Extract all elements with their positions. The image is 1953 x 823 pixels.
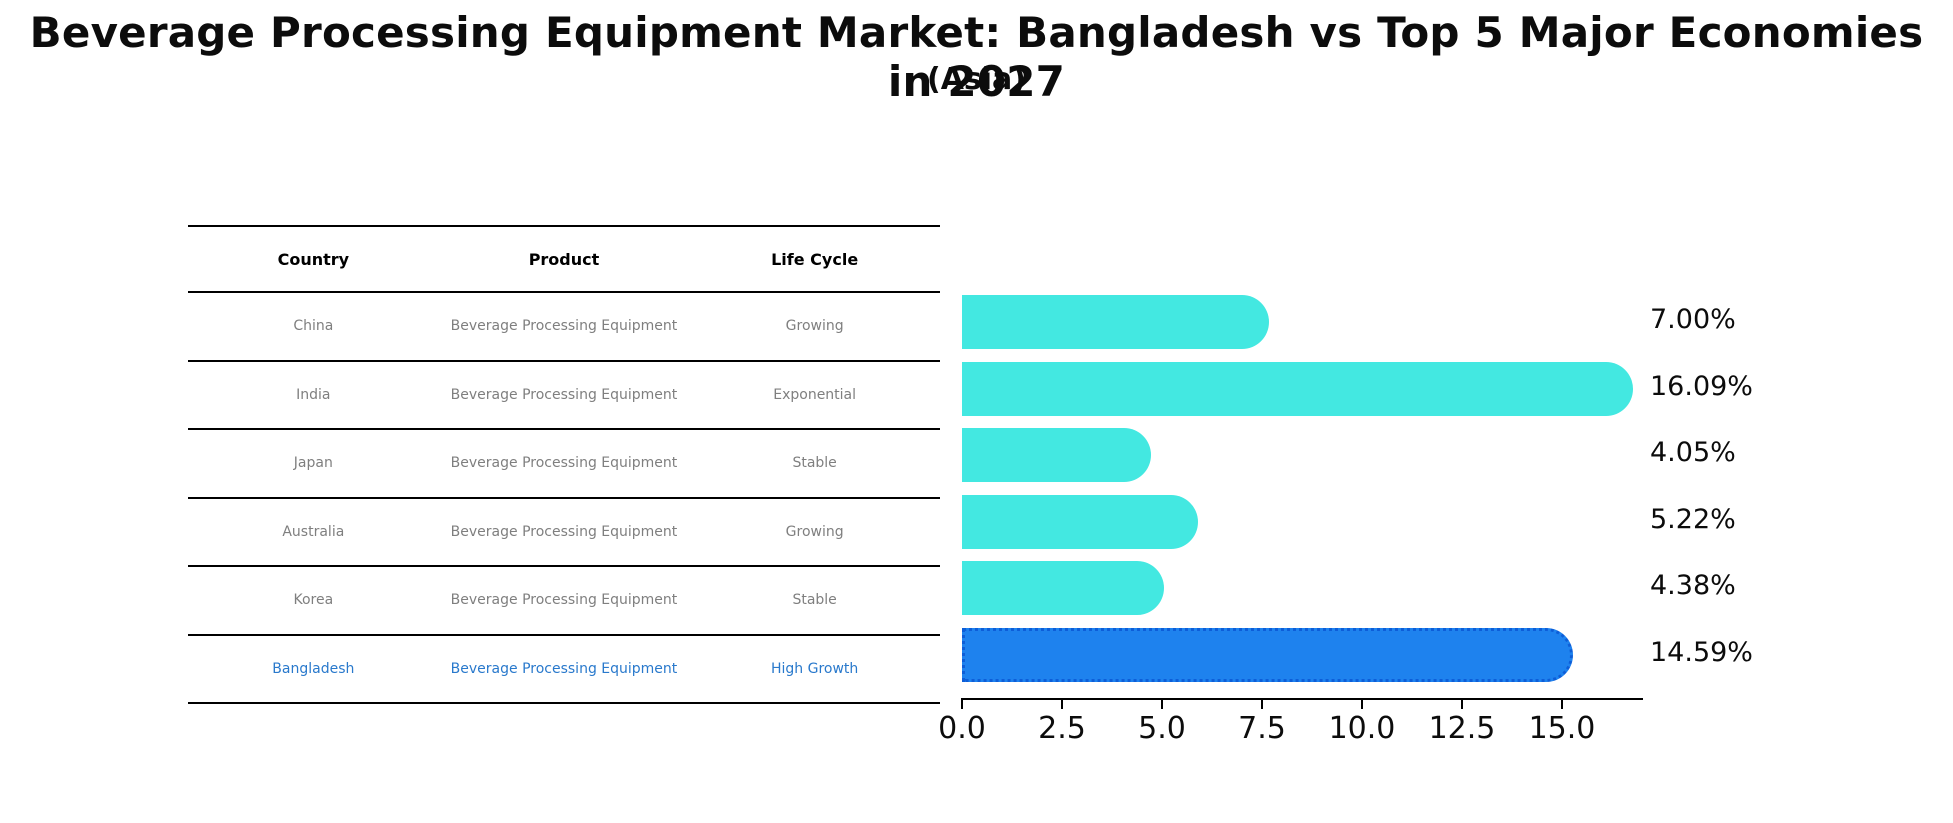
country-table: Country Product Life Cycle China Beverage… (188, 225, 940, 704)
x-tick-label-15.0: 15.0 (1528, 711, 1596, 746)
value-label-india: 16.09% (1650, 370, 1753, 402)
x-tick-15.0 (1561, 700, 1563, 709)
cell-product: Beverage Processing Equipment (450, 660, 678, 677)
cell-country: Bangladesh (272, 660, 355, 677)
x-tick-7.5 (1261, 700, 1263, 709)
cell-product: Beverage Processing Equipment (450, 592, 678, 609)
cell-country: China (293, 318, 334, 335)
value-label-bangladesh: 14.59% (1650, 636, 1753, 668)
cell-life-cycle: Stable (792, 455, 837, 472)
value-label-australia: 5.22% (1650, 503, 1736, 535)
x-tick-12.5 (1461, 700, 1463, 709)
bar-bangladesh (962, 627, 1573, 682)
x-tick-label-10.0: 10.0 (1328, 711, 1396, 746)
cell-life-cycle: Exponential (773, 386, 857, 403)
table-row-india: India Beverage Processing Equipment Expone… (188, 362, 940, 430)
x-tick-0.0 (961, 700, 963, 709)
column-header-country: Country (277, 249, 350, 269)
cell-product: Beverage Processing Equipment (450, 455, 678, 472)
table-header-row: Country Product Life Cycle (188, 227, 940, 293)
table-row-bangladesh: Bangladesh Beverage Processing Equipment H… (188, 636, 940, 704)
cell-life-cycle: Stable (792, 592, 837, 609)
x-tick-10.0 (1361, 700, 1363, 709)
cell-country: Australia (282, 523, 345, 540)
cell-life-cycle: High Growth (770, 660, 859, 677)
bar-korea (962, 561, 1165, 615)
x-tick-5.0 (1161, 700, 1163, 709)
bar-china (962, 295, 1269, 349)
x-tick-label-0.0: 0.0 (938, 711, 986, 746)
table-body: China Beverage Processing Equipment Growin… (188, 293, 940, 704)
bar-australia (962, 494, 1198, 549)
cell-product: Beverage Processing Equipment (450, 523, 678, 540)
x-axis-line (961, 698, 1643, 700)
table-row-japan: Japan Beverage Processing Equipment Stable (188, 430, 940, 499)
table-row-korea: Korea Beverage Processing Equipment Stable (188, 567, 940, 636)
value-label-korea: 4.38% (1650, 570, 1736, 601)
chart-title: Beverage Processing Equipment Market: Ba… (29, 8, 1924, 106)
value-label-china: 7.00% (1650, 304, 1736, 335)
x-tick-label-7.5: 7.5 (1238, 711, 1286, 746)
x-tick-label-5.0: 5.0 (1138, 711, 1186, 746)
cell-product: Beverage Processing Equipment (450, 386, 678, 403)
column-header-life-cycle: Life Cycle (771, 249, 859, 269)
cell-life-cycle: Growing (785, 523, 844, 540)
table-row-australia: Australia Beverage Processing Equipment Gr… (188, 499, 940, 567)
cell-country: India (296, 386, 331, 403)
chart-subtitle: (Asia) (926, 62, 1027, 97)
cell-country: Korea (293, 592, 334, 609)
cell-country: Japan (293, 455, 333, 472)
x-tick-2.5 (1061, 700, 1063, 709)
cell-product: Beverage Processing Equipment (450, 318, 678, 335)
x-tick-label-2.5: 2.5 (1038, 711, 1086, 746)
cell-life-cycle: Growing (785, 318, 844, 335)
bar-india (962, 361, 1633, 416)
bar-japan (962, 428, 1151, 482)
table-row-china: China Beverage Processing Equipment Growin… (188, 293, 940, 362)
column-header-product: Product (528, 249, 600, 269)
value-label-japan: 4.05% (1650, 437, 1736, 468)
x-tick-label-12.5: 12.5 (1428, 711, 1496, 746)
